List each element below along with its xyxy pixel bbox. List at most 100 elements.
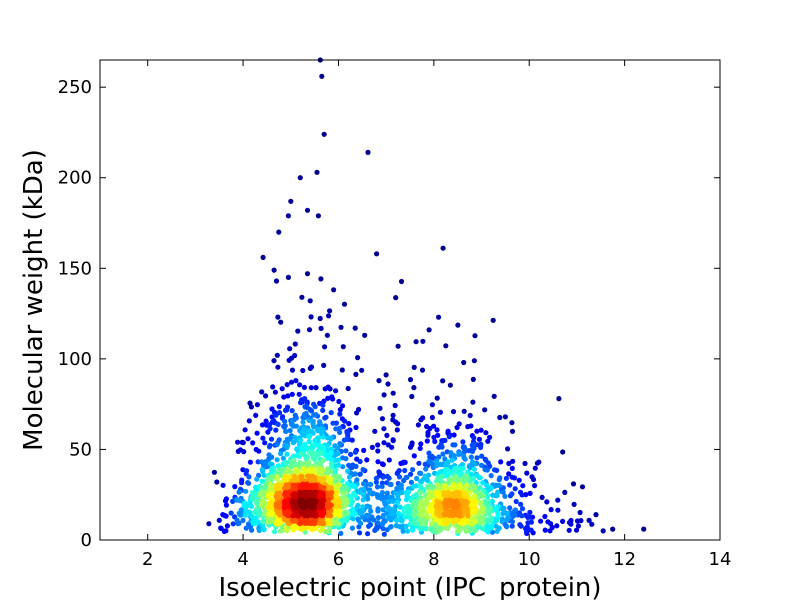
data-point bbox=[309, 511, 315, 517]
data-point bbox=[352, 471, 358, 477]
data-point bbox=[260, 518, 266, 525]
data-point bbox=[427, 425, 433, 432]
data-point bbox=[393, 523, 399, 529]
data-point bbox=[337, 407, 343, 413]
x-tick-label: 12 bbox=[613, 549, 636, 570]
data-point bbox=[308, 385, 314, 391]
data-point bbox=[275, 364, 281, 370]
data-point bbox=[451, 452, 457, 459]
data-point bbox=[411, 364, 417, 370]
y-tick-label: 50 bbox=[69, 439, 92, 460]
data-point bbox=[329, 463, 335, 469]
data-point bbox=[297, 437, 304, 443]
data-point bbox=[416, 460, 422, 466]
data-point bbox=[295, 328, 301, 334]
data-point bbox=[393, 517, 400, 524]
data-point bbox=[368, 508, 374, 514]
data-point bbox=[318, 325, 324, 331]
data-point bbox=[311, 401, 317, 407]
data-point bbox=[249, 496, 255, 502]
data-point bbox=[441, 511, 447, 517]
y-tick-label: 150 bbox=[58, 258, 92, 279]
data-point bbox=[356, 517, 362, 524]
data-point bbox=[251, 515, 257, 521]
data-point bbox=[403, 509, 409, 515]
data-point bbox=[282, 510, 288, 516]
axis-ticks: 2 4 6 8 10 12 14 0 50 100 150 200 250 bbox=[58, 60, 731, 570]
x-tick-label: 2 bbox=[142, 549, 153, 570]
data-point bbox=[402, 459, 408, 465]
data-point bbox=[260, 489, 266, 495]
data-point bbox=[426, 450, 432, 456]
data-point bbox=[473, 480, 479, 486]
data-point bbox=[509, 420, 515, 426]
data-point bbox=[254, 476, 260, 482]
data-point bbox=[487, 463, 493, 469]
data-point bbox=[261, 472, 267, 478]
data-point bbox=[475, 490, 481, 496]
data-point bbox=[317, 315, 323, 322]
data-point bbox=[519, 506, 526, 512]
data-point bbox=[443, 497, 449, 503]
data-point bbox=[493, 492, 499, 499]
data-point bbox=[424, 438, 430, 444]
data-point bbox=[306, 327, 313, 333]
data-point bbox=[407, 377, 414, 383]
data-point bbox=[309, 527, 315, 533]
data-point bbox=[317, 498, 323, 504]
data-point bbox=[445, 470, 451, 476]
data-point bbox=[311, 474, 317, 480]
data-point bbox=[289, 367, 296, 373]
data-point bbox=[410, 525, 416, 532]
data-point bbox=[301, 384, 307, 390]
data-point bbox=[353, 371, 359, 377]
data-point bbox=[299, 477, 305, 483]
data-point bbox=[388, 481, 394, 488]
data-point bbox=[467, 464, 473, 470]
data-point bbox=[460, 439, 466, 445]
data-point bbox=[326, 313, 332, 319]
data-point bbox=[289, 418, 296, 424]
data-point bbox=[418, 470, 424, 476]
data-point bbox=[327, 526, 333, 532]
data-point bbox=[459, 519, 465, 526]
data-point bbox=[273, 278, 280, 284]
data-point bbox=[402, 467, 408, 474]
data-point bbox=[350, 482, 356, 488]
data-point bbox=[386, 499, 392, 505]
data-point bbox=[276, 404, 282, 410]
data-point bbox=[463, 524, 469, 530]
data-point bbox=[434, 427, 440, 433]
data-point bbox=[267, 504, 273, 510]
data-point bbox=[375, 506, 381, 512]
data-point bbox=[328, 410, 334, 416]
data-point bbox=[408, 479, 414, 485]
data-point bbox=[267, 426, 273, 432]
data-point bbox=[288, 435, 294, 441]
data-point bbox=[346, 421, 352, 427]
data-point bbox=[418, 479, 424, 485]
data-point bbox=[478, 462, 485, 468]
data-point bbox=[426, 327, 432, 333]
data-point bbox=[380, 507, 386, 513]
data-point bbox=[455, 322, 461, 328]
data-point bbox=[440, 451, 446, 457]
data-point bbox=[309, 504, 316, 510]
data-point bbox=[417, 489, 423, 496]
data-point bbox=[485, 518, 491, 525]
data-point bbox=[451, 432, 457, 438]
data-point bbox=[274, 476, 280, 482]
data-point bbox=[302, 411, 308, 417]
data-point bbox=[274, 491, 280, 497]
data-point bbox=[279, 386, 285, 392]
data-point bbox=[479, 525, 486, 532]
data-point bbox=[509, 523, 515, 529]
data-point bbox=[379, 416, 386, 422]
data-point bbox=[298, 400, 304, 406]
data-point bbox=[291, 527, 297, 533]
data-point bbox=[434, 395, 440, 401]
data-point bbox=[345, 385, 351, 392]
data-point bbox=[333, 388, 339, 394]
data-point bbox=[473, 518, 479, 525]
data-point bbox=[271, 529, 278, 535]
